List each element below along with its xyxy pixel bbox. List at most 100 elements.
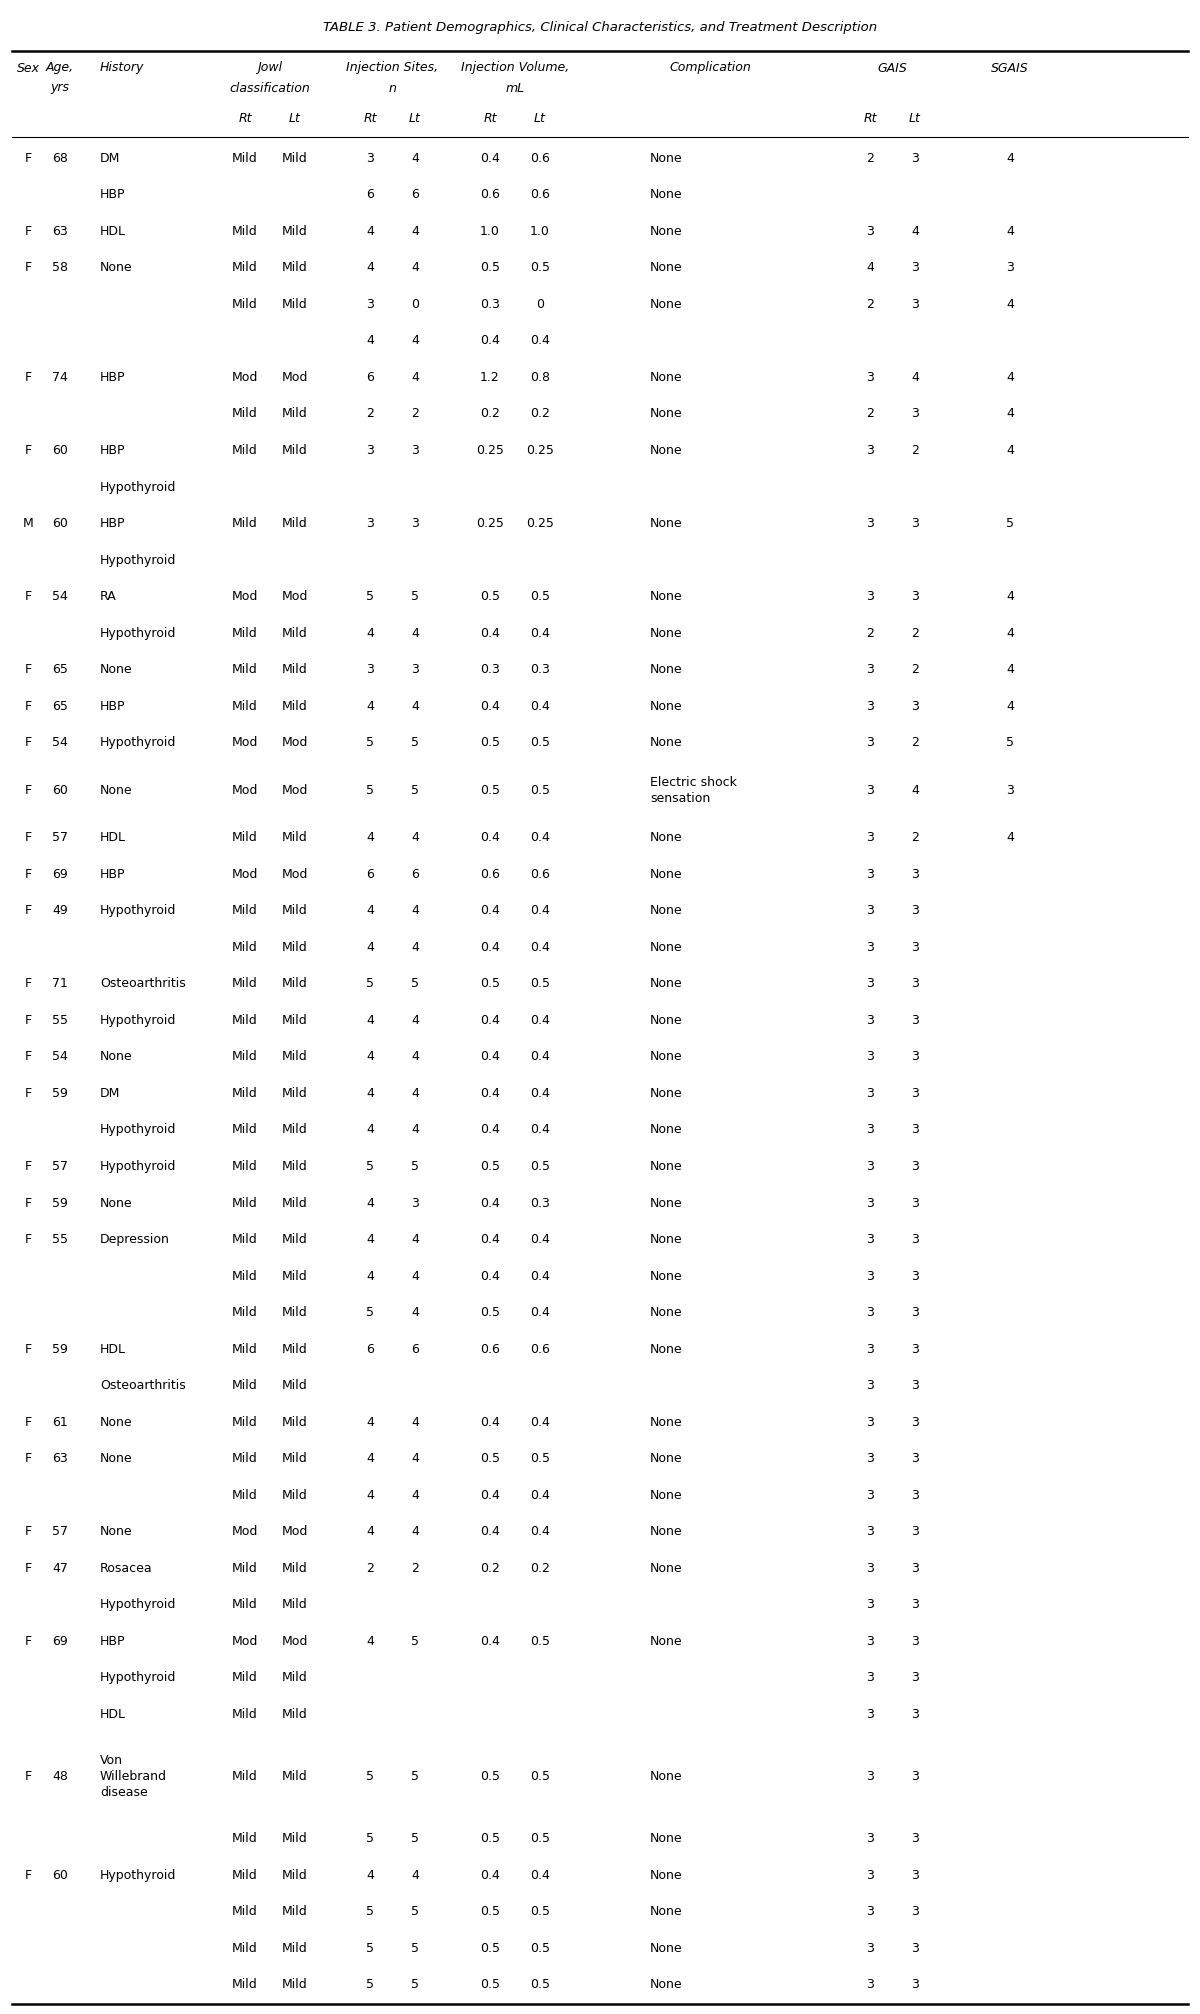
Text: F: F xyxy=(24,1049,31,1063)
Text: None: None xyxy=(650,663,683,677)
Text: 55: 55 xyxy=(52,1233,68,1245)
Text: None: None xyxy=(650,1341,683,1355)
Text: 60: 60 xyxy=(52,783,68,796)
Text: 4: 4 xyxy=(866,262,874,274)
Text: 4: 4 xyxy=(412,1233,419,1245)
Text: 0.5: 0.5 xyxy=(480,1978,500,1990)
Text: 3: 3 xyxy=(866,699,874,713)
Text: Mild: Mild xyxy=(282,298,308,310)
Text: n: n xyxy=(389,81,396,95)
Text: F: F xyxy=(24,1452,31,1464)
Text: 4: 4 xyxy=(412,371,419,385)
Text: Mild: Mild xyxy=(282,1233,308,1245)
Text: 63: 63 xyxy=(52,226,68,238)
Text: Hypothyroid: Hypothyroid xyxy=(100,1160,176,1172)
Text: 4: 4 xyxy=(1006,590,1014,602)
Text: Mild: Mild xyxy=(282,1378,308,1392)
Text: 0.5: 0.5 xyxy=(480,1305,500,1319)
Text: 3: 3 xyxy=(866,1013,874,1027)
Text: F: F xyxy=(24,1768,31,1782)
Text: Mild: Mild xyxy=(232,663,258,677)
Text: Mild: Mild xyxy=(232,518,258,530)
Text: None: None xyxy=(650,868,683,880)
Text: 4: 4 xyxy=(366,1233,374,1245)
Text: 4: 4 xyxy=(911,226,919,238)
Text: Mod: Mod xyxy=(232,590,258,602)
Text: Mild: Mild xyxy=(282,699,308,713)
Text: Mild: Mild xyxy=(282,1452,308,1464)
Text: Mild: Mild xyxy=(282,904,308,916)
Text: Lt: Lt xyxy=(910,111,920,125)
Text: 3: 3 xyxy=(866,1867,874,1881)
Text: F: F xyxy=(24,1633,31,1647)
Text: Mild: Mild xyxy=(282,443,308,457)
Text: 3: 3 xyxy=(866,832,874,844)
Text: None: None xyxy=(650,735,683,749)
Text: 5: 5 xyxy=(366,590,374,602)
Text: 0.5: 0.5 xyxy=(480,1768,500,1782)
Text: 4: 4 xyxy=(366,832,374,844)
Text: 3: 3 xyxy=(911,1903,919,1917)
Text: DM: DM xyxy=(100,1086,120,1100)
Text: 0.8: 0.8 xyxy=(530,371,550,385)
Text: 3: 3 xyxy=(866,904,874,916)
Text: 4: 4 xyxy=(412,1525,419,1537)
Text: 4: 4 xyxy=(366,1416,374,1428)
Text: 3: 3 xyxy=(866,443,874,457)
Text: 4: 4 xyxy=(412,1049,419,1063)
Text: 5: 5 xyxy=(410,1831,419,1845)
Text: 4: 4 xyxy=(412,226,419,238)
Text: Mild: Mild xyxy=(282,1831,308,1845)
Text: Mild: Mild xyxy=(282,151,308,165)
Text: 6: 6 xyxy=(412,187,419,201)
Text: 4: 4 xyxy=(1006,226,1014,238)
Text: Lt: Lt xyxy=(289,111,301,125)
Text: 3: 3 xyxy=(911,1013,919,1027)
Text: 5: 5 xyxy=(410,977,419,989)
Text: None: None xyxy=(650,1160,683,1172)
Text: None: None xyxy=(650,1941,683,1954)
Text: 5: 5 xyxy=(366,1160,374,1172)
Text: 3: 3 xyxy=(1006,783,1014,796)
Text: HDL: HDL xyxy=(100,832,126,844)
Text: 4: 4 xyxy=(412,1013,419,1027)
Text: 3: 3 xyxy=(866,735,874,749)
Text: 0.4: 0.4 xyxy=(530,1124,550,1136)
Text: 3: 3 xyxy=(866,1488,874,1500)
Text: Mild: Mild xyxy=(232,1768,258,1782)
Text: 4: 4 xyxy=(412,1488,419,1500)
Text: 3: 3 xyxy=(911,590,919,602)
Text: 4: 4 xyxy=(366,904,374,916)
Text: Mild: Mild xyxy=(282,1670,308,1684)
Text: 0.4: 0.4 xyxy=(530,904,550,916)
Text: 0.3: 0.3 xyxy=(480,663,500,677)
Text: 0.25: 0.25 xyxy=(526,443,554,457)
Text: Injection Volume,: Injection Volume, xyxy=(461,62,569,75)
Text: History: History xyxy=(100,62,144,75)
Text: None: None xyxy=(650,226,683,238)
Text: 0.6: 0.6 xyxy=(530,187,550,201)
Text: 0.4: 0.4 xyxy=(530,699,550,713)
Text: 4: 4 xyxy=(412,699,419,713)
Text: Mild: Mild xyxy=(282,1867,308,1881)
Text: Mod: Mod xyxy=(282,735,308,749)
Text: 0.4: 0.4 xyxy=(530,1416,550,1428)
Text: Hypothyroid: Hypothyroid xyxy=(100,1013,176,1027)
Text: 3: 3 xyxy=(866,783,874,796)
Text: 3: 3 xyxy=(866,1049,874,1063)
Text: 5: 5 xyxy=(366,735,374,749)
Text: 0.4: 0.4 xyxy=(530,941,550,953)
Text: 4: 4 xyxy=(412,151,419,165)
Text: 0.3: 0.3 xyxy=(480,298,500,310)
Text: 54: 54 xyxy=(52,735,68,749)
Text: Mild: Mild xyxy=(282,1941,308,1954)
Text: 5: 5 xyxy=(366,977,374,989)
Text: 4: 4 xyxy=(366,1196,374,1208)
Text: 0.5: 0.5 xyxy=(480,1452,500,1464)
Text: 3: 3 xyxy=(911,1831,919,1845)
Text: None: None xyxy=(650,1196,683,1208)
Text: None: None xyxy=(100,1049,133,1063)
Text: 0.4: 0.4 xyxy=(480,626,500,638)
Text: F: F xyxy=(24,371,31,385)
Text: 3: 3 xyxy=(866,1708,874,1720)
